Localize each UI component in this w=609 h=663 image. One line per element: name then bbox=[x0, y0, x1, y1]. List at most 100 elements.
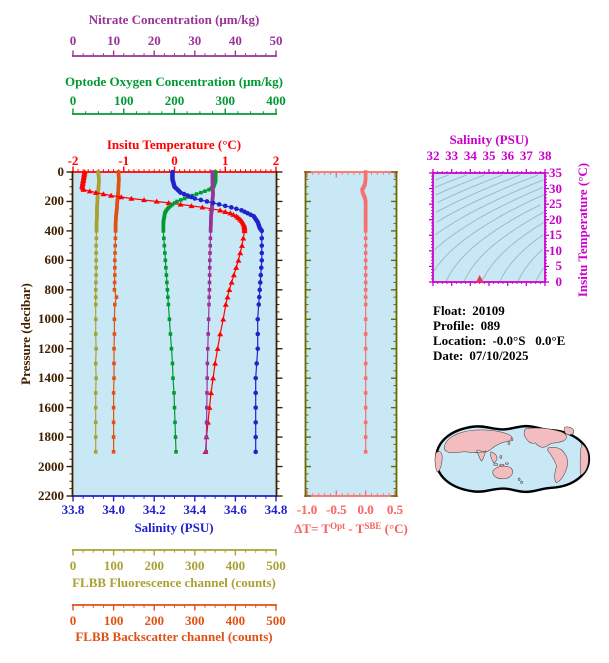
profile-number-row: Profile: 089 bbox=[433, 318, 565, 333]
map-europe-africa-edge bbox=[579, 443, 589, 476]
fluorescence-tick-label: 400 bbox=[225, 558, 246, 573]
ts-salinity-axis-title: Salinity (PSU) bbox=[449, 132, 529, 147]
backscatter-tick-label: 0 bbox=[69, 613, 77, 628]
location-label: Location: bbox=[433, 333, 487, 348]
delta-tick-label: 0.0 bbox=[357, 502, 374, 517]
ts-temperature-tick-label: 15 bbox=[549, 227, 562, 243]
date-row: Date: 07/10/2025 bbox=[433, 348, 565, 363]
delta-tick-label: -1.0 bbox=[296, 502, 318, 517]
salinity-tick-label: 34.8 bbox=[264, 502, 288, 517]
fluorescence-tick-label: 200 bbox=[144, 558, 164, 573]
map-island bbox=[505, 462, 509, 465]
backscatter-tick-label: 100 bbox=[103, 613, 124, 628]
delta-tick-label: -0.5 bbox=[326, 502, 347, 517]
temperature-tick-label: -2 bbox=[67, 153, 79, 168]
fluorescence-tick-label: 100 bbox=[103, 558, 124, 573]
map-island bbox=[499, 455, 503, 459]
ts-profile-marker bbox=[475, 275, 484, 283]
ts-salinity-tick-label: 37 bbox=[519, 148, 533, 163]
profile-number-value: 089 bbox=[480, 318, 501, 333]
oxygen-tick-label: 0 bbox=[69, 93, 77, 108]
pressure-tick-label: 1800 bbox=[38, 429, 64, 445]
salinity-axis-title: Salinity (PSU) bbox=[134, 520, 214, 535]
world-map bbox=[434, 424, 591, 494]
fluorescence-tick-label: 0 bbox=[69, 558, 77, 573]
nitrate-tick-label: 20 bbox=[147, 33, 161, 48]
oxygen-tick-label: 300 bbox=[215, 93, 236, 108]
delta-tick-label: 0.5 bbox=[386, 502, 404, 517]
map-africa bbox=[434, 451, 443, 473]
nitrate-tick-label: 50 bbox=[269, 33, 283, 48]
pressure-tick-label: 1400 bbox=[38, 370, 64, 386]
ts-salinity-tick-label: 32 bbox=[426, 148, 440, 163]
salinity-tick-label: 34.6 bbox=[224, 502, 247, 517]
delta-tick-label: 0.0 bbox=[357, 502, 374, 517]
delta-title-part: ΔT= T bbox=[294, 521, 331, 536]
oxygen-tick-label: 400 bbox=[266, 93, 286, 108]
backscatter-tick-label: 300 bbox=[185, 613, 205, 628]
profile-number-label: Profile: bbox=[433, 318, 475, 333]
delta-tick-label: 0.5 bbox=[386, 502, 404, 517]
fluorescence-axis-title: FLBB Fluorescence channel (counts) bbox=[72, 575, 276, 590]
ts-salinity-tick-label: 38 bbox=[538, 148, 552, 163]
map-southeast-asia bbox=[490, 451, 498, 464]
pressure-tick-label: 0 bbox=[57, 164, 65, 179]
temperature-tick-label: 1 bbox=[222, 153, 229, 168]
temperature-tick-label: 2 bbox=[272, 153, 280, 168]
backscatter-tick-label: 400 bbox=[225, 613, 246, 628]
pressure-tick-label: 200 bbox=[44, 193, 65, 209]
nitrate-axis-title: Nitrate Concentration (μm/kg) bbox=[88, 12, 260, 27]
map-japan bbox=[510, 437, 514, 441]
delta-title-part: (°C) bbox=[381, 521, 408, 536]
pressure-tick-label: 600 bbox=[44, 252, 65, 268]
delta-tick-label: -0.5 bbox=[326, 502, 347, 517]
map-australia bbox=[492, 465, 513, 480]
pressure-tick-label: 1600 bbox=[38, 399, 64, 415]
salinity-tick-label: 34.2 bbox=[142, 502, 166, 517]
backscatter-axis-title: FLBB Backscatter channel (counts) bbox=[75, 629, 273, 644]
delta-title-sup-opt: Opt bbox=[330, 521, 346, 531]
ts-salinity-tick-label: 34 bbox=[463, 148, 477, 163]
map-north-america bbox=[523, 427, 567, 448]
ts-temperature-tick-label: 30 bbox=[549, 180, 562, 196]
nitrate-tick-label: 10 bbox=[107, 33, 121, 48]
oxygen-axis-title: Optode Oxygen Concentration (μm/kg) bbox=[65, 74, 283, 89]
temperature-axis-title: Insitu Temperature (°C) bbox=[106, 137, 242, 152]
ts-salinity-tick-label: 35 bbox=[482, 148, 496, 163]
location-value: -0.0°S 0.0°E bbox=[492, 333, 566, 348]
pressure-axis-title: Pressure (decibar) bbox=[18, 283, 33, 385]
float-id-row: Float: 20109 bbox=[433, 303, 565, 318]
map-new-zealand bbox=[520, 480, 523, 484]
ts-salinity-tick-label: 36 bbox=[501, 148, 515, 163]
fluorescence-tick-label: 300 bbox=[185, 558, 205, 573]
pressure-tick-label: 1000 bbox=[38, 311, 64, 327]
delta-title-sup-sbe: SBE bbox=[364, 521, 382, 531]
oxygen-tick-label: 200 bbox=[164, 93, 185, 108]
temperature-tick-label: 0 bbox=[171, 153, 178, 168]
backscatter-tick-label: 500 bbox=[266, 613, 286, 628]
ts-temperature-axis-title: Insitu Temperature (°C) bbox=[575, 162, 590, 298]
map-eurasia bbox=[443, 429, 513, 462]
delta-t-axis-title: ΔT= TOpt - TSBE (°C) bbox=[281, 521, 421, 537]
delta-title-part: - T bbox=[345, 521, 365, 536]
map-greenland bbox=[564, 426, 575, 435]
oxygen-tick-label: 100 bbox=[114, 93, 134, 108]
map-island bbox=[493, 463, 499, 466]
location-row: Location: -0.0°S 0.0°E bbox=[433, 333, 565, 348]
ts-temperature-tick-label: 20 bbox=[549, 211, 562, 227]
ts-temperature-tick-label: 35 bbox=[549, 165, 562, 180]
date-value: 07/10/2025 bbox=[469, 348, 529, 363]
pressure-tick-label: 2200 bbox=[38, 488, 64, 503]
temperature-tick-label: -1 bbox=[118, 153, 130, 168]
salinity-tick-label: 34.4 bbox=[183, 502, 207, 517]
map-new-zealand bbox=[517, 477, 521, 481]
date-label: Date: bbox=[433, 348, 464, 363]
pressure-tick-label: 800 bbox=[44, 281, 65, 297]
pressure-tick-label: 1200 bbox=[38, 340, 64, 356]
pressure-tick-label: 400 bbox=[44, 222, 65, 238]
float-id-label: Float: bbox=[433, 303, 467, 318]
salinity-tick-label: 34.0 bbox=[102, 502, 125, 517]
salinity-tick-label: 33.8 bbox=[61, 502, 85, 517]
